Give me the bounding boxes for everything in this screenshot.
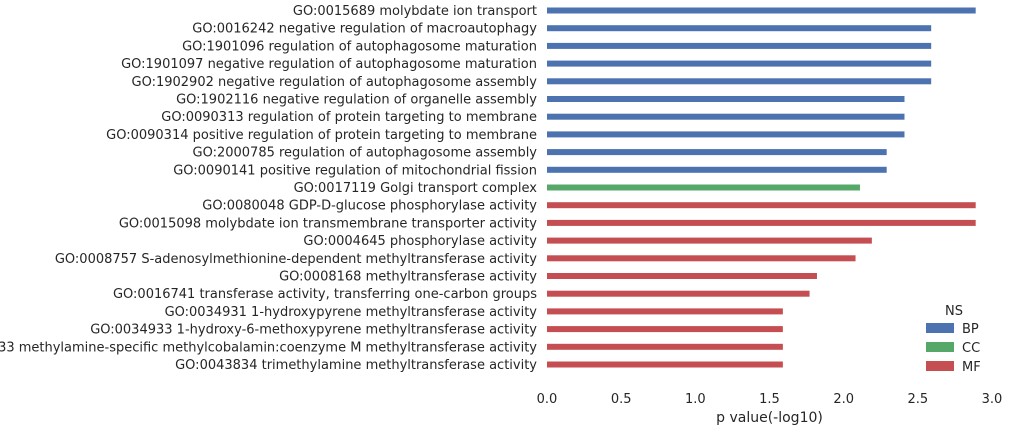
- legend: NS BP CC MF: [926, 304, 981, 375]
- category-label: GO:1901097 negative regulation of autoph…: [121, 57, 537, 72]
- category-label: GO:0090313 regulation of protein targeti…: [161, 110, 537, 125]
- category-label: GO:0008168 methyltransferase activity: [279, 270, 537, 285]
- bar: [547, 78, 932, 85]
- x-tick-label: 1.5: [759, 392, 780, 407]
- legend-swatch: [926, 361, 954, 371]
- bar: [547, 308, 783, 315]
- category-label: GO:1902902 negative regulation of autoph…: [132, 75, 538, 90]
- bar: [547, 361, 783, 368]
- x-tick-label: 0.5: [611, 392, 632, 407]
- bar: [547, 25, 932, 32]
- category-label: GO:0090314 positive regulation of protei…: [106, 128, 537, 143]
- category-label: GO:0017119 Golgi transport complex: [294, 181, 538, 196]
- category-label: GO:0090141 positive regulation of mitoch…: [173, 163, 537, 178]
- x-tick-label: 3.0: [982, 392, 1003, 407]
- x-tick-label: 2.5: [907, 392, 928, 407]
- category-label: GO:0080048 GDP-D-glucose phosphorylase a…: [202, 199, 537, 214]
- category-labels: GO:0015689 molybdate ion transport GO:001…: [0, 4, 537, 373]
- category-label: GO:0016741 transferase activity, transfe…: [113, 287, 537, 302]
- bar: [547, 184, 860, 191]
- bar: [547, 255, 856, 262]
- x-axis-ticks: 0.0 0.5 1.0 1.5 2.0 2.5 3.0: [537, 392, 1003, 407]
- x-tick-label: 0.0: [537, 392, 558, 407]
- legend-label: CC: [962, 341, 980, 356]
- bar: [547, 219, 976, 226]
- category-label: GO:1901096 regulation of autophagosome m…: [182, 39, 537, 54]
- legend-title: NS: [945, 304, 963, 319]
- category-label: GO:0034933 1-hydroxy-6-methoxypyrene met…: [90, 323, 537, 338]
- bar: [547, 149, 887, 156]
- bar: [547, 131, 905, 138]
- legend-label: BP: [962, 322, 979, 337]
- category-label: GO:0043834 trimethylamine methyltransfer…: [175, 358, 537, 373]
- bar: [547, 202, 976, 209]
- bar: [547, 42, 932, 49]
- category-label: GO:0015689 molybdate ion transport: [293, 4, 537, 19]
- bar: [547, 290, 810, 297]
- bar: [547, 96, 905, 102]
- x-axis-title: p value(-log10): [716, 410, 823, 426]
- bar: [547, 343, 783, 350]
- bars-layer: [547, 7, 976, 368]
- x-tick-label: 2.0: [833, 392, 854, 407]
- legend-swatch: [926, 342, 954, 352]
- legend-swatch: [926, 323, 954, 333]
- bar: [547, 166, 887, 173]
- bar: [547, 273, 817, 279]
- bar: [547, 7, 976, 14]
- legend-label: MF: [962, 360, 981, 375]
- category-label: GO:1902116 negative regulation of organe…: [176, 93, 537, 108]
- category-label: GO:0004645 phosphorylase activity: [303, 234, 537, 249]
- category-label: GO:0016242 negative regulation of macroa…: [192, 22, 537, 37]
- category-label: GO:0043833 methylamine-specific methylco…: [0, 340, 537, 355]
- bar: [547, 326, 783, 333]
- x-tick-label: 1.0: [685, 392, 706, 407]
- bar: [547, 113, 905, 120]
- category-label: GO:0015098 molybdate ion transmembrane t…: [119, 216, 537, 231]
- category-label: GO:0008757 S-adenosylmethionine-dependen…: [55, 252, 537, 267]
- category-label: GO:2000785 regulation of autophagosome a…: [193, 146, 538, 161]
- bar: [547, 237, 872, 244]
- bar: [547, 60, 932, 67]
- category-label: GO:0034931 1-hydroxypyrene methyltransfe…: [165, 305, 538, 320]
